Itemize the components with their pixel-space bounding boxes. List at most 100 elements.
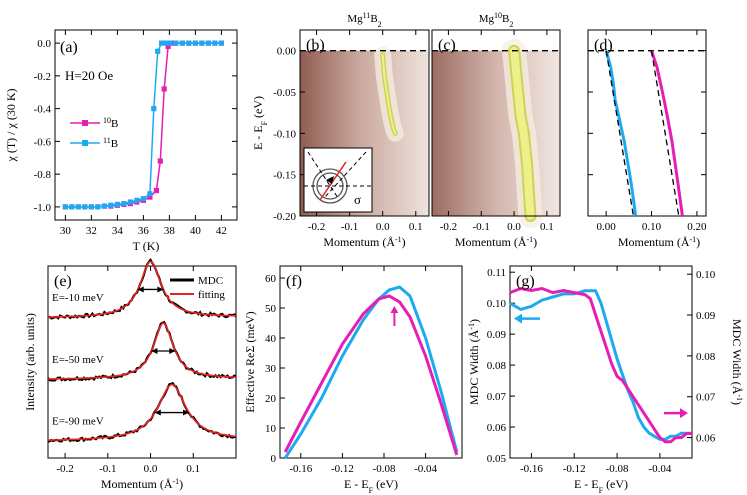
panel-a-ytick-label: -0.2 [34,71,51,83]
panel-b-inset-dash-1 [307,151,339,199]
panel-a-point-11B [88,204,94,210]
panel-b-title: Mg11B2 [347,11,381,29]
panel-e-xlabel-xlabel: Momentum (Å [101,477,173,491]
panel-e-xlabel-xlabel_sup: -1 [173,477,180,486]
panel-b-xlabel: Momentum (Å-1) [323,235,405,250]
panel-g-ytick-right-label: 0.07 [696,392,716,404]
panel-a-ytick-label: 0.0 [37,38,51,50]
panel-f-ytick-label: 50 [265,303,277,315]
panel-b-band-core [381,53,397,135]
panel-f: -0.16 -0.12 -0.08 -0.04 0 10 20 30 40 50 60 (f) E - … [243,265,463,495]
panel-d-xtick-label: 0.10 [642,221,662,233]
panel-b-ylabel: E - EF (eV) [251,96,269,150]
panel-g-ylabel-right-ylabel_right_end: ) [730,401,744,405]
panel-g-series-11B [509,289,692,441]
panel-g-ytick-label: 0.08 [487,360,507,372]
panel-f-xtick-label: -0.16 [289,463,312,475]
panel-e: -0.2 -0.1 0.0 0.1 E=-10 meV E=-50 meV E=-90 me… [23,257,237,491]
panel-a-point-11B [192,40,198,46]
panel-a-point-11B [127,199,133,205]
panel-a-point-11B [62,204,68,210]
panel-a-ytick-label: -1.0 [34,202,52,214]
panel-d-xlabel-xlabel_end: ) [696,235,700,249]
panel-g-ytick-label: 0.07 [487,391,507,403]
panel-g-xtick-label: -0.04 [648,463,671,475]
panel-g-ylabel-left-ylabel: MDC Width (Å [467,329,481,405]
panel-c-title: Mg10B2 [479,11,514,29]
panel-a-xlabel: T (K) [133,239,160,253]
panel-f-ytick-label: 0 [271,453,277,465]
panel-c-label: (c) [438,37,456,54]
panel-g-ylabel-left-ylabel_end: ) [467,319,481,323]
panel-a-ytick-label: -0.8 [34,169,52,181]
panel-d-series-bare-10B [650,50,680,217]
panel-a-point-11B [186,40,192,46]
panel-d-xlabel-xlabel_sup: -1 [690,235,697,244]
panel-a-point-11B [101,203,107,209]
panel-e-legend-mdc: MDC [198,275,223,287]
panel-a-point-11B [212,40,218,46]
panel-b-xlabel-xlabel_end: ) [402,235,406,249]
panel-g-ytick-label: 0.11 [487,267,506,279]
panel-e-mdc-2 [47,382,237,443]
panel-a-point-11B [179,40,185,46]
panel-b-ytick-label: -0.05 [273,87,296,99]
panel-g: -0.16 -0.12 -0.08 -0.04 0.05 0.06 0.07 0.08 0.09… [467,265,745,495]
panel-a-legend-label-10B: 10B [103,116,118,131]
panel-a-legend-sup: 10 [103,116,111,125]
panel-a-point-11B [155,48,161,54]
panel-a-legend-label-11B: 11B [103,136,118,151]
panel-a-point-11B [121,201,127,207]
panel-a-label: (a) [60,39,78,56]
panel-f-ytick-label: 60 [265,273,277,285]
panel-c-xlabel-xlabel_sup: -1 [527,235,534,244]
panel-b-title-sup: 11 [363,11,371,20]
panel-e-fwhm-arrow-left-2 [154,409,161,416]
panel-d: 0.00 0.10 0.20 (d) Momentum (Å-1) [587,29,707,249]
panel-a-xtick-label: 40 [190,225,202,237]
panel-c-xtick-label: -0.1 [473,221,490,233]
panel-a-point-11B [147,191,153,197]
panel-g-xlabel-xlabel_sub: F [599,486,604,495]
panel-a-point-10B [153,187,159,194]
panel-a-legend-sup: 11 [103,136,111,145]
panel-g-xtick-label: -0.16 [520,463,543,475]
panel-g-ylabel-right-ylabel_right: MDC Width (Å [730,319,744,395]
panel-a-point-11B [140,196,146,202]
panel-c-band-core [510,46,535,220]
panel-e-fwhm-arrow-right-0 [157,286,164,293]
panel-e-fit-2 [47,383,237,441]
panel-e-curve-label-0: E=-10 meV [52,292,104,304]
panel-e-fit-1 [48,322,236,380]
panel-a-point-10B [147,194,153,200]
panel-e-fwhm-arrow-left-1 [151,347,158,354]
panel-a-xtick-label: 42 [216,225,227,237]
panel-a-point-11B [95,204,101,210]
panel-b-xtick-label: 0.0 [376,221,390,233]
panel-a-point-11B [166,40,172,46]
panel-a-legend-marker-11B [82,140,88,146]
panel-g-ytick-label: 0.10 [487,298,507,310]
panel-a-point-11B [82,204,88,210]
panel-b-ytick-label: -0.20 [273,211,296,223]
panel-c-title-sub: 2 [509,20,513,29]
panel-g-ytick-right-label: 0.10 [696,269,716,281]
panel-a-legend-marker-10B [82,120,88,126]
panel-b-xtick-label: 0.1 [409,221,423,233]
panel-g-xtick-label: -0.12 [563,463,586,475]
panel-a-point-11B [108,202,114,208]
panel-e-mdc-1 [47,320,237,382]
panel-f-xtick-label: -0.08 [373,463,396,475]
panel-a-point-11B [69,204,75,210]
panel-f-frame [279,265,463,459]
panel-c-xlabel-xlabel_end: ) [533,235,537,249]
panel-a-xtick-label: 32 [86,225,97,237]
panel-d-label: (d) [594,37,613,54]
panel-d-xtick-label: 0.20 [687,221,707,233]
panel-f-ytick-label: 40 [265,333,277,345]
panel-f-xlabel-xlabel: E - E [344,477,369,491]
panel-a-xtick-label: 36 [138,225,150,237]
panel-b-ylabel-ylabel_end: (eV) [251,96,265,121]
panel-f-xlabel-xlabel_sub: F [369,486,374,495]
